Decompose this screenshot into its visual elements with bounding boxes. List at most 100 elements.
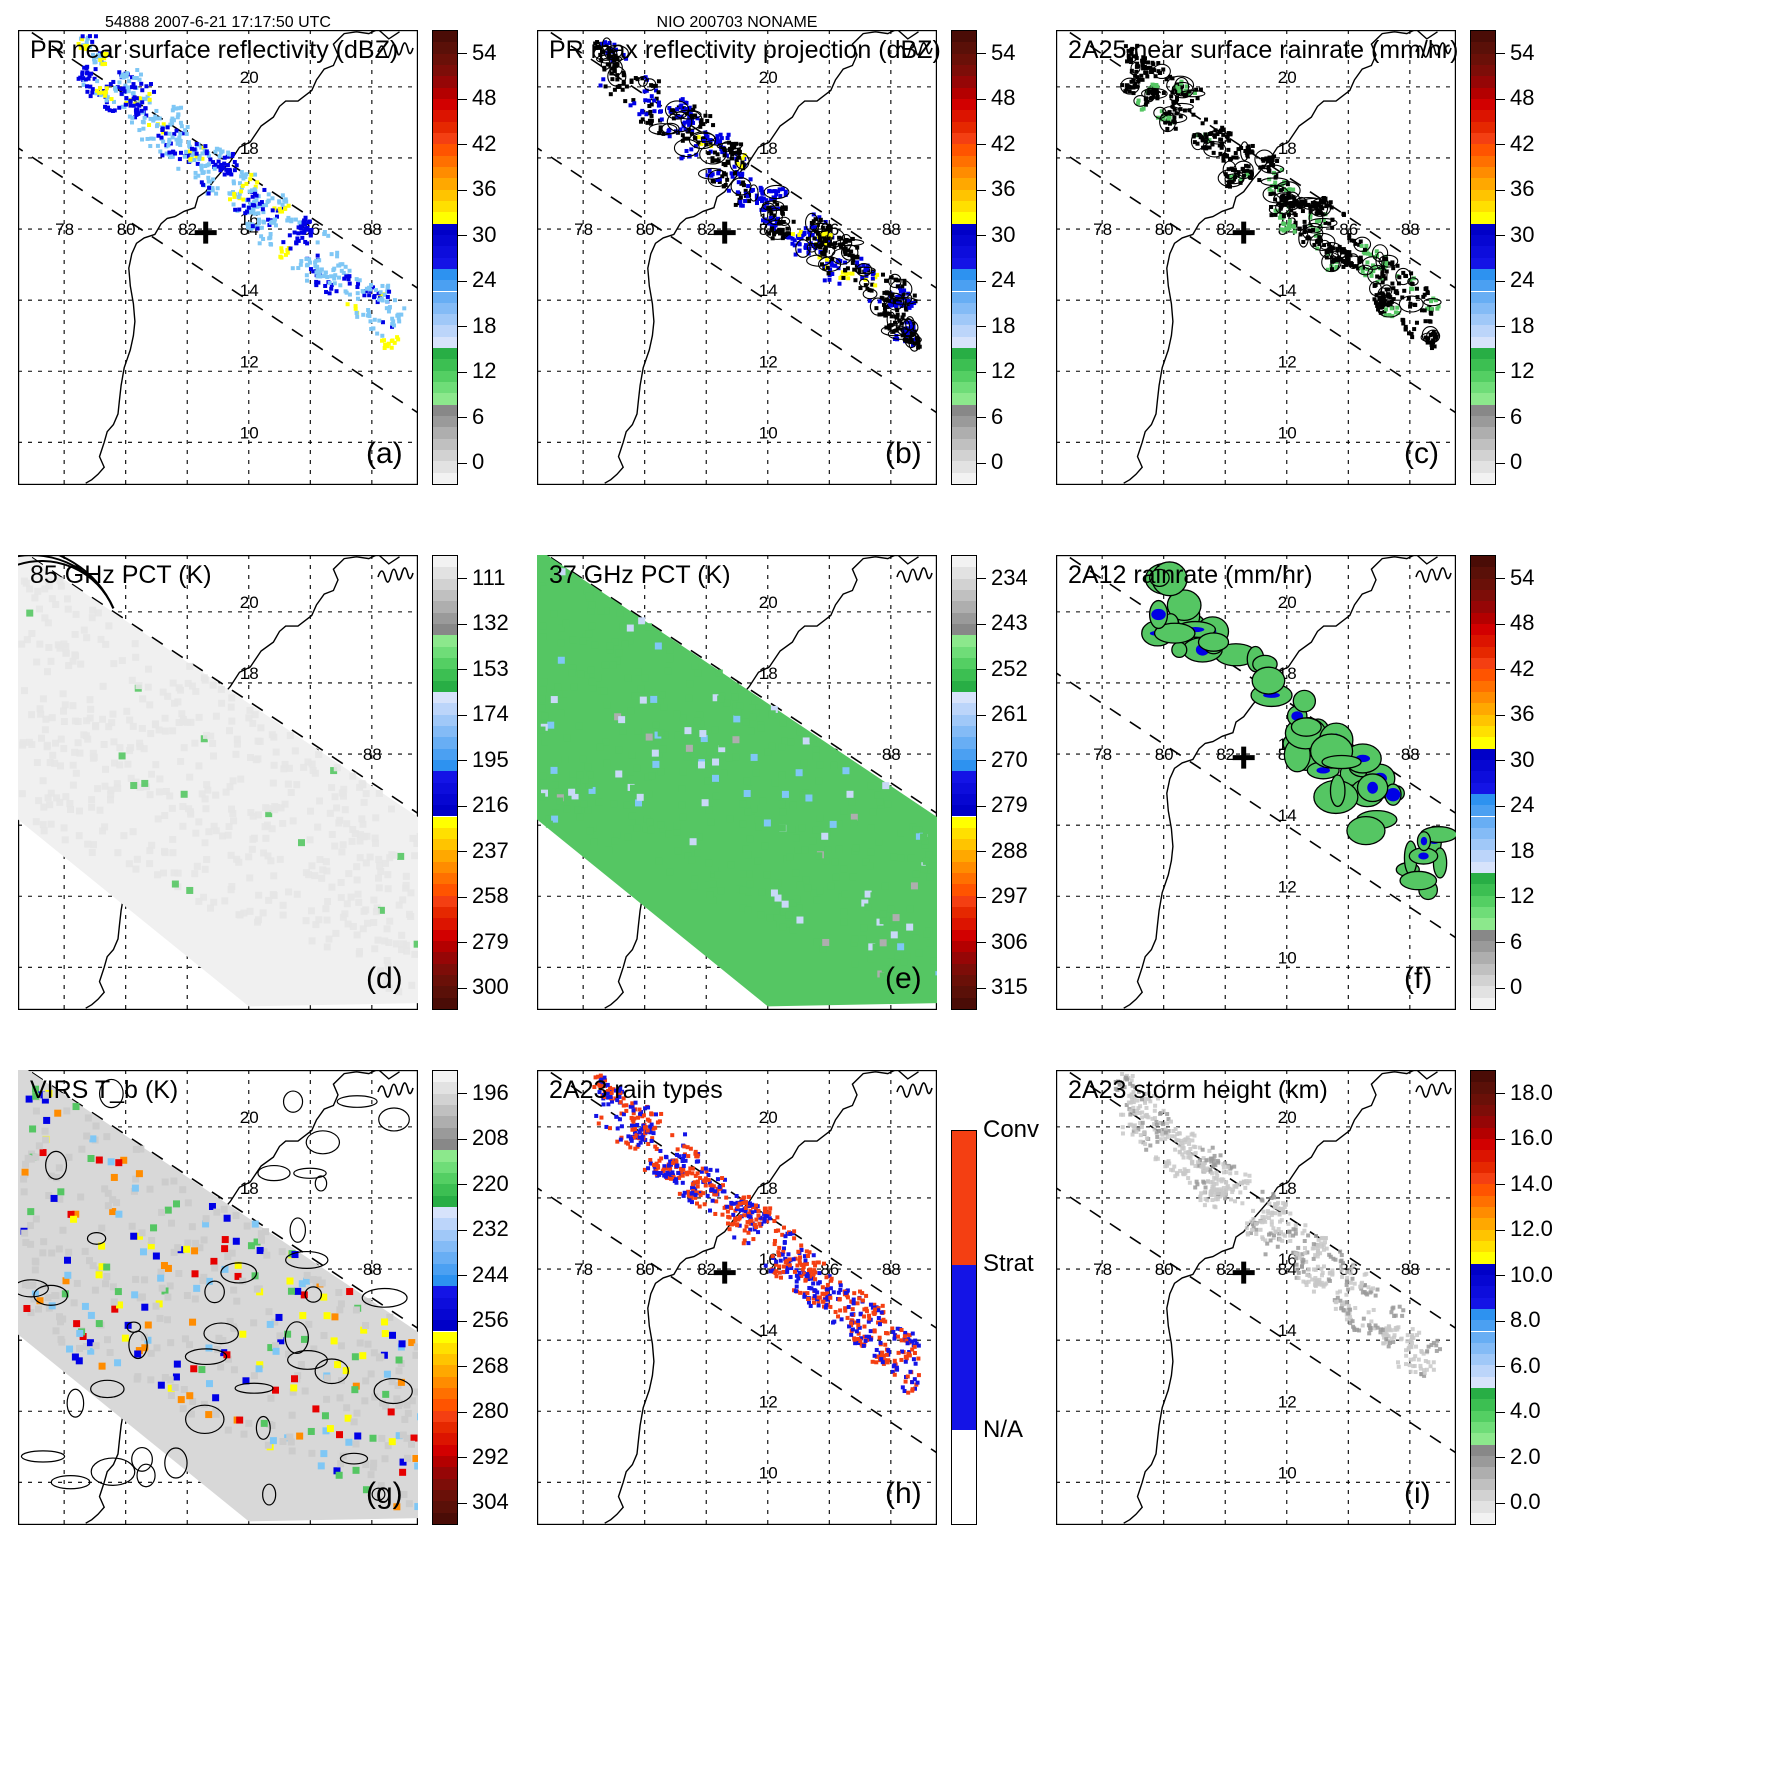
panel-label-e: (e) <box>885 962 922 995</box>
colorbar-band <box>433 98 457 111</box>
colorbar-a[interactable]: 54 48 42 36 30 24 18 12 6 0 <box>432 30 496 485</box>
colorbar-strip <box>951 1130 977 1525</box>
colorbar-band <box>1471 1376 1495 1389</box>
colorbar-band <box>1471 590 1495 602</box>
colorbar-band <box>1471 268 1495 281</box>
colorbar-strip <box>951 555 977 1010</box>
colorbar-band <box>952 714 976 726</box>
colorbar-tick: 24 <box>458 269 496 291</box>
colorbar-band <box>952 336 976 349</box>
colorbar-band <box>433 404 457 417</box>
colorbar-c[interactable]: 54 48 42 36 30 24 18 12 6 0 <box>1470 30 1534 485</box>
map-panel-h[interactable]: 78 80 82 84 86 88 10 12 14 16 18 20 <box>537 1070 937 1525</box>
map-panel-i[interactable]: 78 80 82 84 86 88 10 12 14 16 18 20 <box>1056 1070 1456 1525</box>
colorbar-strip <box>432 555 458 1010</box>
colorbar-tick: 292 <box>458 1445 509 1468</box>
colorbar-band <box>1471 997 1495 1009</box>
colorbar-band <box>1471 578 1495 590</box>
colorbar-i[interactable]: 18.0 16.0 14.0 12.0 10.0 8.0 6.0 4.0 2.0 0.0 <box>1470 1070 1553 1525</box>
colorbar-band <box>433 952 457 964</box>
colorbar-band <box>1471 703 1495 715</box>
colorbar-band <box>952 884 976 896</box>
colorbar-h[interactable]: Conv Strat N/A <box>951 1116 1039 1525</box>
colorbar-band <box>952 291 976 303</box>
colorbar-f[interactable]: 54 48 42 36 30 24 18 12 6 0 <box>1470 555 1534 1010</box>
colorbar-band <box>433 963 457 976</box>
colorbar-b[interactable]: 54 48 42 36 30 24 18 12 6 0 <box>951 30 1015 485</box>
colorbar-band <box>1471 461 1495 473</box>
colorbar-band <box>952 986 976 998</box>
colorbar-band-conv <box>952 1131 976 1265</box>
colorbar-band <box>1471 839 1495 851</box>
colorbar-band <box>952 929 976 942</box>
colorbar-band <box>433 895 457 908</box>
colorbar-band <box>952 850 976 862</box>
colorbar-band <box>1471 1150 1495 1162</box>
colorbar-tick: 196 <box>458 1081 509 1104</box>
colorbar-d[interactable]: 111 132 153 174 195 216 237 258 279 300 <box>432 555 509 1010</box>
colorbar-band <box>1471 53 1495 65</box>
svg-text:20: 20 <box>759 68 778 87</box>
colorbar-band <box>952 601 976 613</box>
colorbar-band <box>952 805 976 817</box>
colorbar-band <box>1471 121 1495 133</box>
colorbar-band <box>1471 1286 1495 1298</box>
colorbar-e[interactable]: 234 243 252 261 270 279 288 297 306 315 <box>951 555 1028 1010</box>
panel-title-e: 37 GHz PCT (K) <box>549 561 731 589</box>
svg-text:10: 10 <box>1278 948 1297 967</box>
colorbar-tick: 42 <box>1496 132 1534 155</box>
colorbar-band <box>952 53 976 65</box>
colorbar-band <box>952 393 976 405</box>
colorbar-band <box>1471 680 1495 692</box>
colorbar-band <box>952 427 976 439</box>
colorbar-g[interactable]: 196 208 220 232 244 256 268 280 292 304 <box>432 1070 509 1525</box>
colorbar-band <box>1471 782 1495 794</box>
colorbar-band <box>952 416 976 428</box>
colorbar-tick: 243 <box>977 612 1028 634</box>
panel-label-g: (g) <box>366 1477 403 1510</box>
colorbar-band <box>433 1354 457 1366</box>
colorbar-band <box>1471 178 1495 190</box>
colorbar-tick: 30 <box>1496 223 1534 246</box>
colorbar-band <box>433 155 457 167</box>
colorbar-tick: 48 <box>458 87 496 109</box>
colorbar-band <box>433 941 457 953</box>
colorbar-band <box>433 623 457 636</box>
colorbar-band <box>1471 1456 1495 1468</box>
colorbar-band <box>1471 827 1495 840</box>
colorbar-tick: 237 <box>458 839 509 862</box>
colorbar-band <box>1471 42 1495 54</box>
colorbar-band <box>952 257 976 269</box>
colorbar-tick: 54 <box>1496 566 1534 589</box>
colorbar-band <box>433 997 457 1009</box>
svg-text:20: 20 <box>1278 593 1297 612</box>
colorbar-band <box>433 691 457 704</box>
colorbar-band <box>433 1478 457 1491</box>
colorbar-strip <box>432 1070 458 1525</box>
svg-text:80: 80 <box>1155 220 1174 239</box>
colorbar-band <box>1471 895 1495 908</box>
colorbar-band <box>952 793 976 806</box>
colorbar-band <box>952 234 976 247</box>
colorbar-band <box>952 166 976 179</box>
colorbar-band <box>1471 31 1495 43</box>
svg-text:88: 88 <box>882 220 901 239</box>
svg-text:80: 80 <box>636 1260 655 1279</box>
colorbar-band <box>1471 850 1495 862</box>
colorbar-band <box>952 461 976 473</box>
colorbar-band <box>1471 805 1495 817</box>
colorbar-band <box>433 1195 457 1207</box>
colorbar-band <box>1471 393 1495 405</box>
colorbar-band <box>952 997 976 1009</box>
colorbar-band <box>952 404 976 417</box>
colorbar-band <box>952 382 976 394</box>
colorbar-band <box>1471 382 1495 394</box>
colorbar-tick: 6 <box>977 405 1003 428</box>
